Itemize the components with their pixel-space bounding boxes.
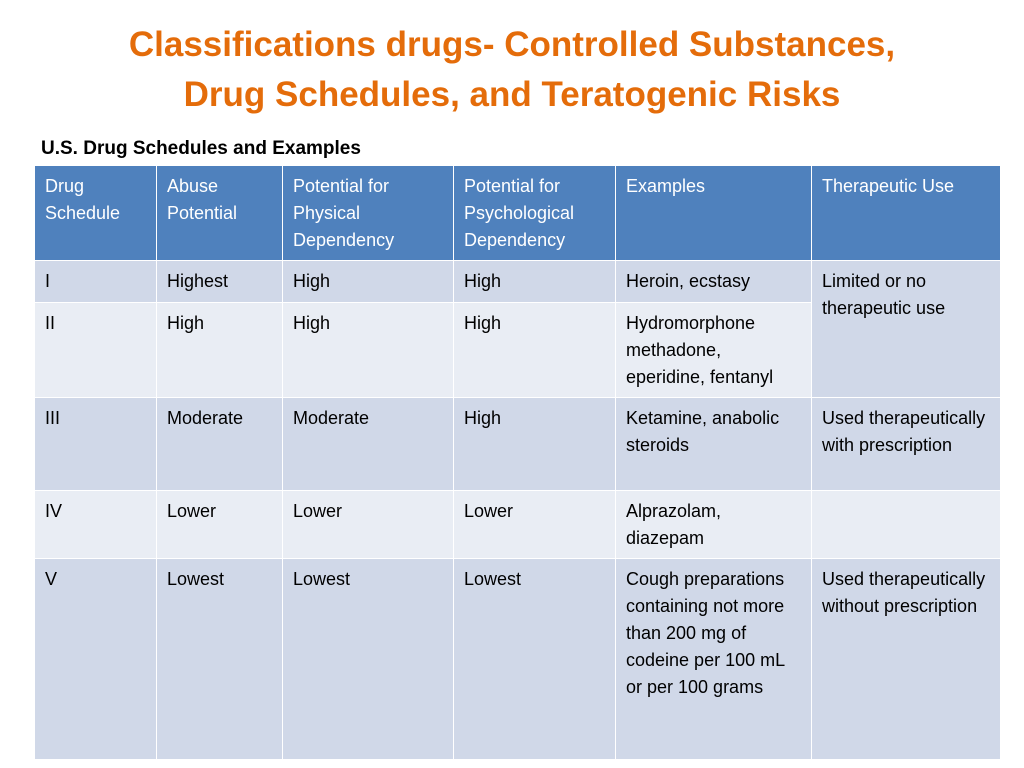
cell-physical-dependency: High [282, 302, 454, 398]
cell-psychological-dependency: High [453, 302, 616, 398]
cell-physical-dependency: Lowest [282, 558, 454, 760]
cell-examples: Hydromorphone methadone, eperidine, fent… [615, 302, 812, 398]
table-row: III Moderate Moderate High Ketamine, ana… [34, 397, 1001, 491]
cell-therapeutic-use: Used therapeutically with prescription [811, 397, 1001, 491]
slide-title-line-1: Classifications drugs- Controlled Substa… [128, 25, 896, 64]
table-row: V Lowest Lowest Lowest Cough preparation… [34, 558, 1001, 760]
cell-physical-dependency: High [282, 260, 454, 303]
cell-psychological-dependency: High [453, 397, 616, 491]
header-examples: Examples [615, 165, 812, 261]
header-physical-dependency: Potential for Physical Dependency [282, 165, 454, 261]
cell-examples: Cough preparations containing not more t… [615, 558, 812, 760]
table-header-row: Drug Schedule Abuse Potential Potential … [34, 165, 1001, 261]
cell-examples: Heroin, ecstasy [615, 260, 812, 303]
header-therapeutic-use: Therapeutic Use [811, 165, 1001, 261]
header-psychological-dependency: Potential for Psychological Dependency [453, 165, 616, 261]
cell-physical-dependency: Moderate [282, 397, 454, 491]
cell-examples: Ketamine, anabolic steroids [615, 397, 812, 491]
cell-physical-dependency: Lower [282, 490, 454, 559]
cell-abuse-potential: Lower [156, 490, 283, 559]
cell-psychological-dependency: Lowest [453, 558, 616, 760]
drug-schedules-table: Drug Schedule Abuse Potential Potential … [34, 165, 1001, 760]
table-row: I Highest High High Heroin, ecstasy Limi… [34, 260, 1001, 398]
cell-schedule: II [34, 302, 157, 398]
cell-therapeutic-use: Used therapeutically without prescriptio… [811, 558, 1001, 760]
cell-abuse-potential: Lowest [156, 558, 283, 760]
cell-psychological-dependency: Lower [453, 490, 616, 559]
table-row: II High High High Hydromorphone methadon… [34, 302, 1001, 398]
cell-schedule: I [34, 260, 157, 303]
cell-abuse-potential: Moderate [156, 397, 283, 491]
slide-title: Classifications drugs- Controlled Substa… [0, 20, 1024, 120]
table-caption: U.S. Drug Schedules and Examples [41, 138, 361, 159]
header-abuse-potential: Abuse Potential [156, 165, 283, 261]
header-drug-schedule: Drug Schedule [34, 165, 157, 261]
cell-abuse-potential: Highest [156, 260, 283, 303]
table-row: IV Lower Lower Lower Alprazolam, diazepa… [34, 490, 1001, 559]
cell-schedule: III [34, 397, 157, 491]
cell-psychological-dependency: High [453, 260, 616, 303]
slide-title-line-2: Drug Schedules, and Teratogenic Risks [183, 75, 841, 114]
cell-schedule: V [34, 558, 157, 760]
cell-therapeutic-use [811, 490, 1001, 559]
cell-schedule: IV [34, 490, 157, 559]
cell-examples: Alprazolam, diazepam [615, 490, 812, 559]
cell-therapeutic-use: Limited or no therapeutic use [811, 260, 1001, 398]
cell-abuse-potential: High [156, 302, 283, 398]
